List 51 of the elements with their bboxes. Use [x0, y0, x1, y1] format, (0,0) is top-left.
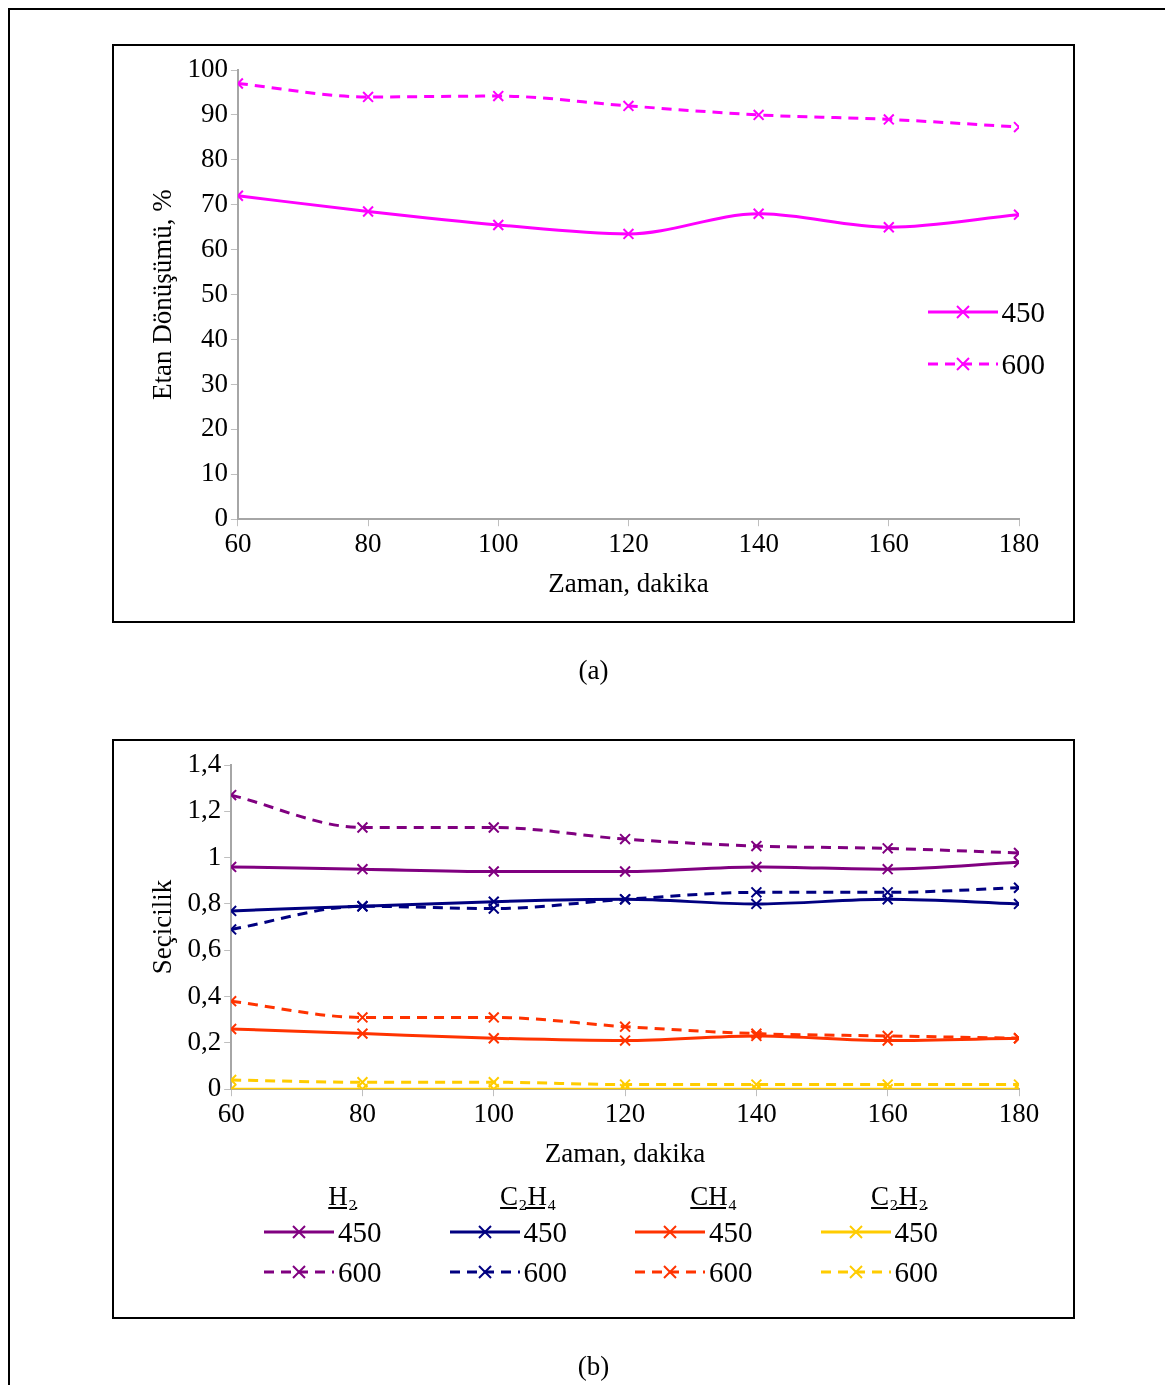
text: (b) [576, 1351, 611, 1382]
x-tick-label: 140 [738, 528, 779, 559]
y-tick-label: 50 [200, 277, 228, 308]
y-axis-title: Etan Dönüşümü, % [147, 189, 178, 400]
text: (a) [577, 655, 610, 686]
x-tick-label: 180 [998, 1098, 1040, 1129]
x-tick-label: 100 [478, 528, 519, 559]
y-tick-label: 0,2 [187, 1025, 222, 1056]
y-tick-label: 100 [187, 53, 228, 84]
x-tick-label: 120 [608, 528, 649, 559]
x-tick-label: 160 [868, 528, 910, 559]
x-tick-label: 80 [348, 1098, 376, 1129]
legend-label: 450 [1001, 295, 1045, 329]
x-tick-label: 80 [354, 528, 382, 559]
legend-label: 450 [523, 1215, 567, 1249]
x-axis-title: Zaman, dakika [544, 1137, 706, 1168]
text: H₂ [328, 1181, 358, 1212]
text: CH₄ [690, 1181, 738, 1212]
text: C₂H₂ [871, 1181, 928, 1212]
y-tick-label: 0 [207, 1072, 222, 1103]
y-tick-label: 0,4 [187, 979, 222, 1010]
legend-label: 600 [523, 1255, 567, 1289]
y-tick-label: 1,2 [187, 794, 222, 825]
legend-label: 600 [338, 1255, 382, 1289]
x-tick-label: 180 [998, 528, 1040, 559]
legend-label: 450 [338, 1215, 382, 1249]
x-tick-label: 140 [736, 1098, 777, 1129]
y-tick-label: 80 [200, 142, 228, 173]
y-tick-label: 0,6 [187, 933, 222, 964]
x-axis-title: Zaman, dakika [548, 567, 709, 598]
y-tick-label: 0,8 [187, 887, 222, 918]
y-tick-label: 70 [200, 187, 228, 218]
y-tick-label: 10 [200, 457, 228, 488]
y-tick-label: 40 [200, 322, 228, 353]
y-tick-label: 20 [200, 412, 228, 443]
legend-label: 450 [709, 1215, 753, 1249]
y-tick-label: 0 [214, 502, 228, 533]
legend-label: 600 [894, 1255, 938, 1289]
y-tick-label: 60 [200, 232, 228, 263]
x-tick-label: 100 [473, 1098, 515, 1129]
y-tick-label: 30 [200, 367, 228, 398]
legend-label: 600 [709, 1255, 753, 1289]
text: C₂H₄ [500, 1181, 557, 1212]
y-axis-title: Seçicilik [147, 879, 178, 975]
y-tick-label: 1,4 [187, 748, 222, 779]
y-tick-label: 90 [200, 98, 228, 129]
y-tick-label: 1 [207, 840, 222, 871]
x-tick-label: 160 [867, 1098, 908, 1129]
x-tick-label: 120 [604, 1098, 646, 1129]
legend-label: 600 [1001, 347, 1045, 381]
legend-label: 450 [894, 1215, 938, 1249]
